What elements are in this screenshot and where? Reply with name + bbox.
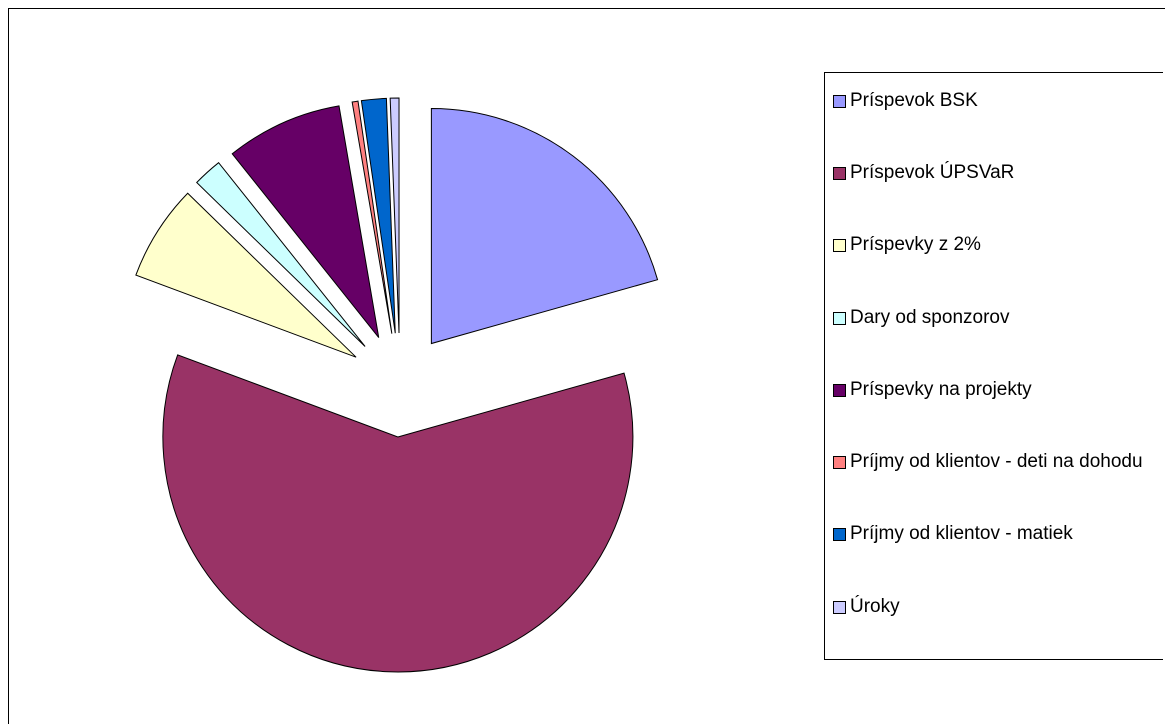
pie-slice: [231, 105, 380, 338]
legend-swatch: [833, 384, 846, 397]
legend-label: Príspevok ÚPSVaR: [850, 162, 1015, 183]
pie-slice: [351, 100, 393, 334]
legend-label: Dary od sponzorov: [850, 307, 1010, 328]
legend-item: Príjmy od klientov - deti na dohodu: [833, 450, 1165, 474]
legend-swatch: [833, 456, 846, 469]
legend-swatch: [833, 95, 846, 108]
legend: Príspevok BSK Príspevok ÚPSVaR Príspevky z…: [824, 72, 1163, 660]
legend-swatch: [833, 601, 846, 614]
pie-slice: [196, 161, 366, 347]
legend-item: Príspevok ÚPSVaR: [833, 161, 1165, 185]
legend-swatch: [833, 239, 846, 252]
legend-label: Príspevky z 2%: [850, 234, 981, 255]
legend-swatch: [833, 167, 846, 180]
legend-item: Úroky: [833, 595, 1165, 619]
legend-item: Príspevky na projekty: [833, 378, 1165, 402]
legend-label: Úroky: [850, 596, 900, 617]
legend-label: Príjmy od klientov - deti na dohodu: [850, 451, 1143, 472]
legend-item: Príjmy od klientov - matiek: [833, 522, 1165, 546]
legend-swatch: [833, 312, 846, 325]
legend-item: Príspevok BSK: [833, 89, 1165, 113]
legend-item: Dary od sponzorov: [833, 306, 1165, 330]
legend-label: Príspevky na projekty: [850, 379, 1032, 400]
pie-slice: [389, 97, 400, 334]
legend-label: Príspevok BSK: [850, 90, 978, 111]
legend-swatch: [833, 528, 846, 541]
legend-item: Príspevky z 2%: [833, 233, 1165, 257]
pie-slice: [360, 97, 396, 334]
pie-slice: [162, 354, 634, 673]
pie-slice: [135, 192, 357, 358]
pie-slice: [430, 108, 659, 345]
legend-label: Príjmy od klientov - matiek: [850, 523, 1073, 544]
